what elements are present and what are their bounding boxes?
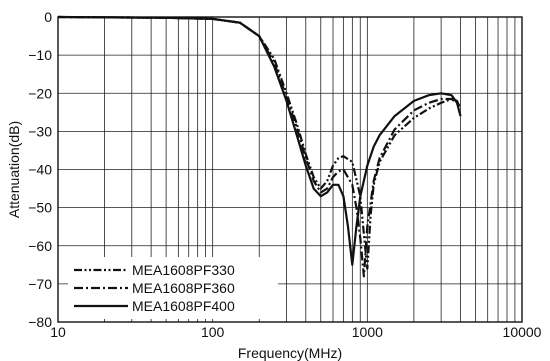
y-axis-title: Attenuation(dB) bbox=[6, 121, 22, 218]
y-tick-labels: 0 −10 −20 −30 −40 −50 −60 −70 −80 bbox=[28, 9, 52, 330]
x-tick-label: 10 bbox=[50, 324, 66, 340]
y-tick-label: −10 bbox=[28, 47, 52, 63]
x-axis-title: Frequency(MHz) bbox=[238, 345, 342, 361]
y-tick-label: 0 bbox=[44, 9, 52, 25]
y-tick-label: −70 bbox=[28, 276, 52, 292]
series-line-mea1608pf360 bbox=[57, 15, 461, 278]
plot-frame bbox=[57, 16, 523, 323]
y-tick-label: −80 bbox=[28, 314, 52, 330]
x-tick-labels: 10 100 1000 10000 bbox=[50, 324, 541, 340]
y-tick-label: −20 bbox=[28, 85, 52, 101]
grid bbox=[58, 17, 522, 322]
series-line-mea1608pf400 bbox=[57, 15, 462, 266]
y-tick-label: −30 bbox=[28, 123, 52, 139]
y-tick-label: −60 bbox=[28, 238, 52, 254]
series-line-mea1608pf330 bbox=[57, 15, 462, 270]
series-lines bbox=[57, 15, 462, 278]
legend-label: MEA1608PF400 bbox=[132, 298, 235, 314]
x-tick-label: 100 bbox=[201, 324, 225, 340]
legend-label: MEA1608PF330 bbox=[132, 262, 235, 278]
y-tick-label: −50 bbox=[28, 200, 52, 216]
y-tick-label: −40 bbox=[28, 162, 52, 178]
legend: MEA1608PF330 MEA1608PF360 MEA1608PF400 bbox=[68, 257, 278, 319]
legend-label: MEA1608PF360 bbox=[132, 280, 235, 296]
x-tick-label: 10000 bbox=[503, 324, 542, 340]
x-tick-label: 1000 bbox=[352, 324, 383, 340]
